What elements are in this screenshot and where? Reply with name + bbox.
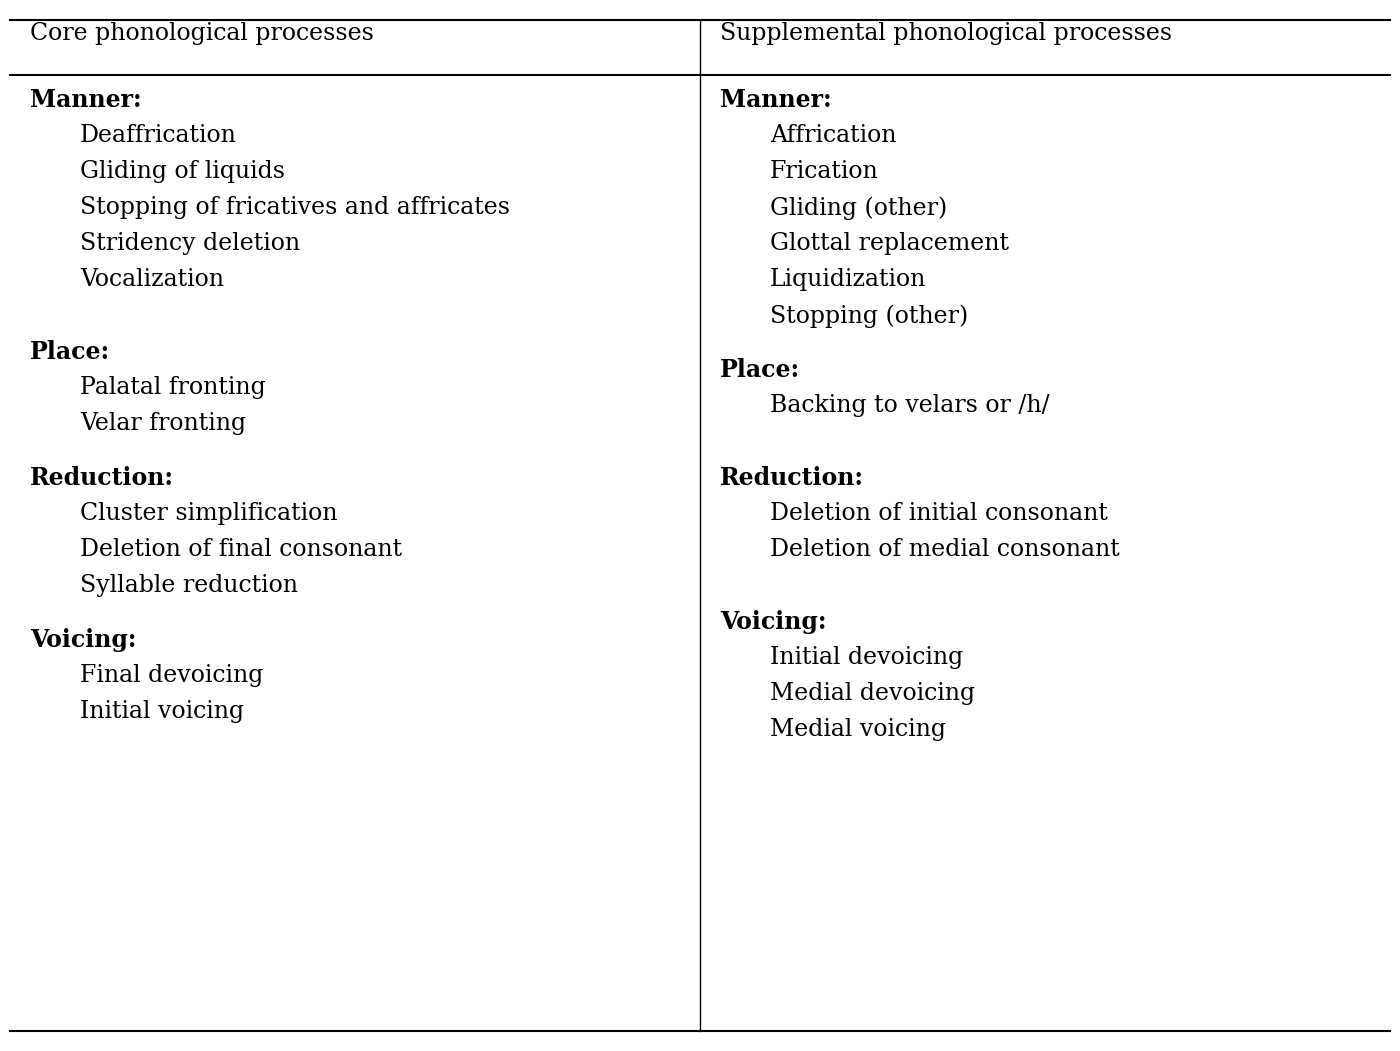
Text: Glottal replacement: Glottal replacement <box>770 232 1009 255</box>
Text: Reduction:: Reduction: <box>29 466 174 490</box>
Text: Gliding of liquids: Gliding of liquids <box>80 160 286 183</box>
Text: Deletion of final consonant: Deletion of final consonant <box>80 538 402 561</box>
Text: Initial devoicing: Initial devoicing <box>770 646 963 669</box>
Text: Voicing:: Voicing: <box>720 610 826 634</box>
Text: Vocalization: Vocalization <box>80 268 224 291</box>
Text: Place:: Place: <box>720 358 801 382</box>
Text: Deletion of medial consonant: Deletion of medial consonant <box>770 538 1120 561</box>
Text: Affrication: Affrication <box>770 124 896 147</box>
Text: Final devoicing: Final devoicing <box>80 664 263 687</box>
Text: Frication: Frication <box>770 160 879 183</box>
Text: Reduction:: Reduction: <box>720 466 864 490</box>
Text: Stopping (other): Stopping (other) <box>770 304 969 328</box>
Text: Core phonological processes: Core phonological processes <box>29 22 374 45</box>
Text: Velar fronting: Velar fronting <box>80 412 246 435</box>
Text: Backing to velars or /h/: Backing to velars or /h/ <box>770 394 1050 417</box>
Text: Palatal fronting: Palatal fronting <box>80 376 266 399</box>
Text: Liquidization: Liquidization <box>770 268 927 291</box>
Text: Supplemental phonological processes: Supplemental phonological processes <box>720 22 1172 45</box>
Text: Gliding (other): Gliding (other) <box>770 195 948 220</box>
Text: Medial voicing: Medial voicing <box>770 718 946 741</box>
Text: Manner:: Manner: <box>29 88 141 112</box>
Text: Voicing:: Voicing: <box>29 628 137 652</box>
Text: Deletion of initial consonant: Deletion of initial consonant <box>770 502 1107 526</box>
Text: Syllable reduction: Syllable reduction <box>80 574 298 597</box>
Text: Cluster simplification: Cluster simplification <box>80 502 337 526</box>
Text: Deaffrication: Deaffrication <box>80 124 237 147</box>
Text: Initial voicing: Initial voicing <box>80 700 244 723</box>
Text: Medial devoicing: Medial devoicing <box>770 682 976 705</box>
Text: Stopping of fricatives and affricates: Stopping of fricatives and affricates <box>80 195 510 219</box>
Text: Manner:: Manner: <box>720 88 832 112</box>
Text: Stridency deletion: Stridency deletion <box>80 232 300 255</box>
Text: Place:: Place: <box>29 341 111 364</box>
